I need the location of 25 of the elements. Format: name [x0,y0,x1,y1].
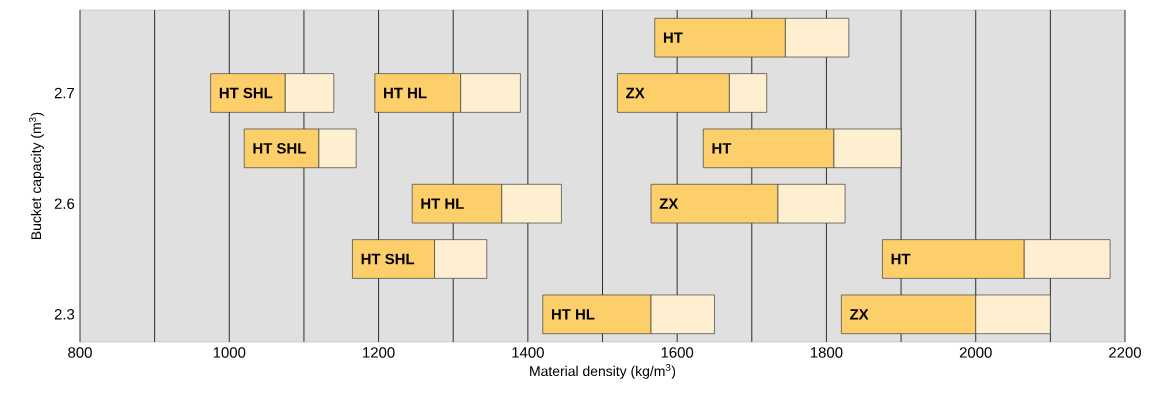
x-tick-label: 1200 [363,347,395,358]
y-tick-label: 2.6 [54,198,75,209]
text: HT SHL [361,253,415,265]
series-label: HT [663,32,683,43]
x-tick-label: 2200 [1109,347,1142,358]
x-tick-label: 1600 [661,347,694,358]
text: HT HL [551,309,595,320]
y-axis-title: Bucket capacity (m$^{3}$) [28,112,44,240]
y-tick-label: 2.7 [54,87,75,99]
x-tick-label: 1000 [213,347,246,358]
text: ZX [850,309,869,320]
series-label: HT HL [421,198,464,209]
text: HT [891,253,911,265]
text: HT HL [384,87,427,99]
series-label: HT SHL [219,87,273,99]
x-tick-label: 1800 [810,347,843,358]
text: HT SHL [253,143,306,154]
x-tick-label: 800 [68,347,92,358]
series-label: ZX [659,198,679,209]
x-axis-title: Material density (kg/m$^{3}$) [530,363,676,379]
text: HT [712,143,732,154]
x-tick-label: 1400 [512,347,544,358]
x-tick-label: 2000 [959,347,992,358]
text: ZX [626,87,645,99]
y-tick-label: 2.3 [54,309,75,320]
